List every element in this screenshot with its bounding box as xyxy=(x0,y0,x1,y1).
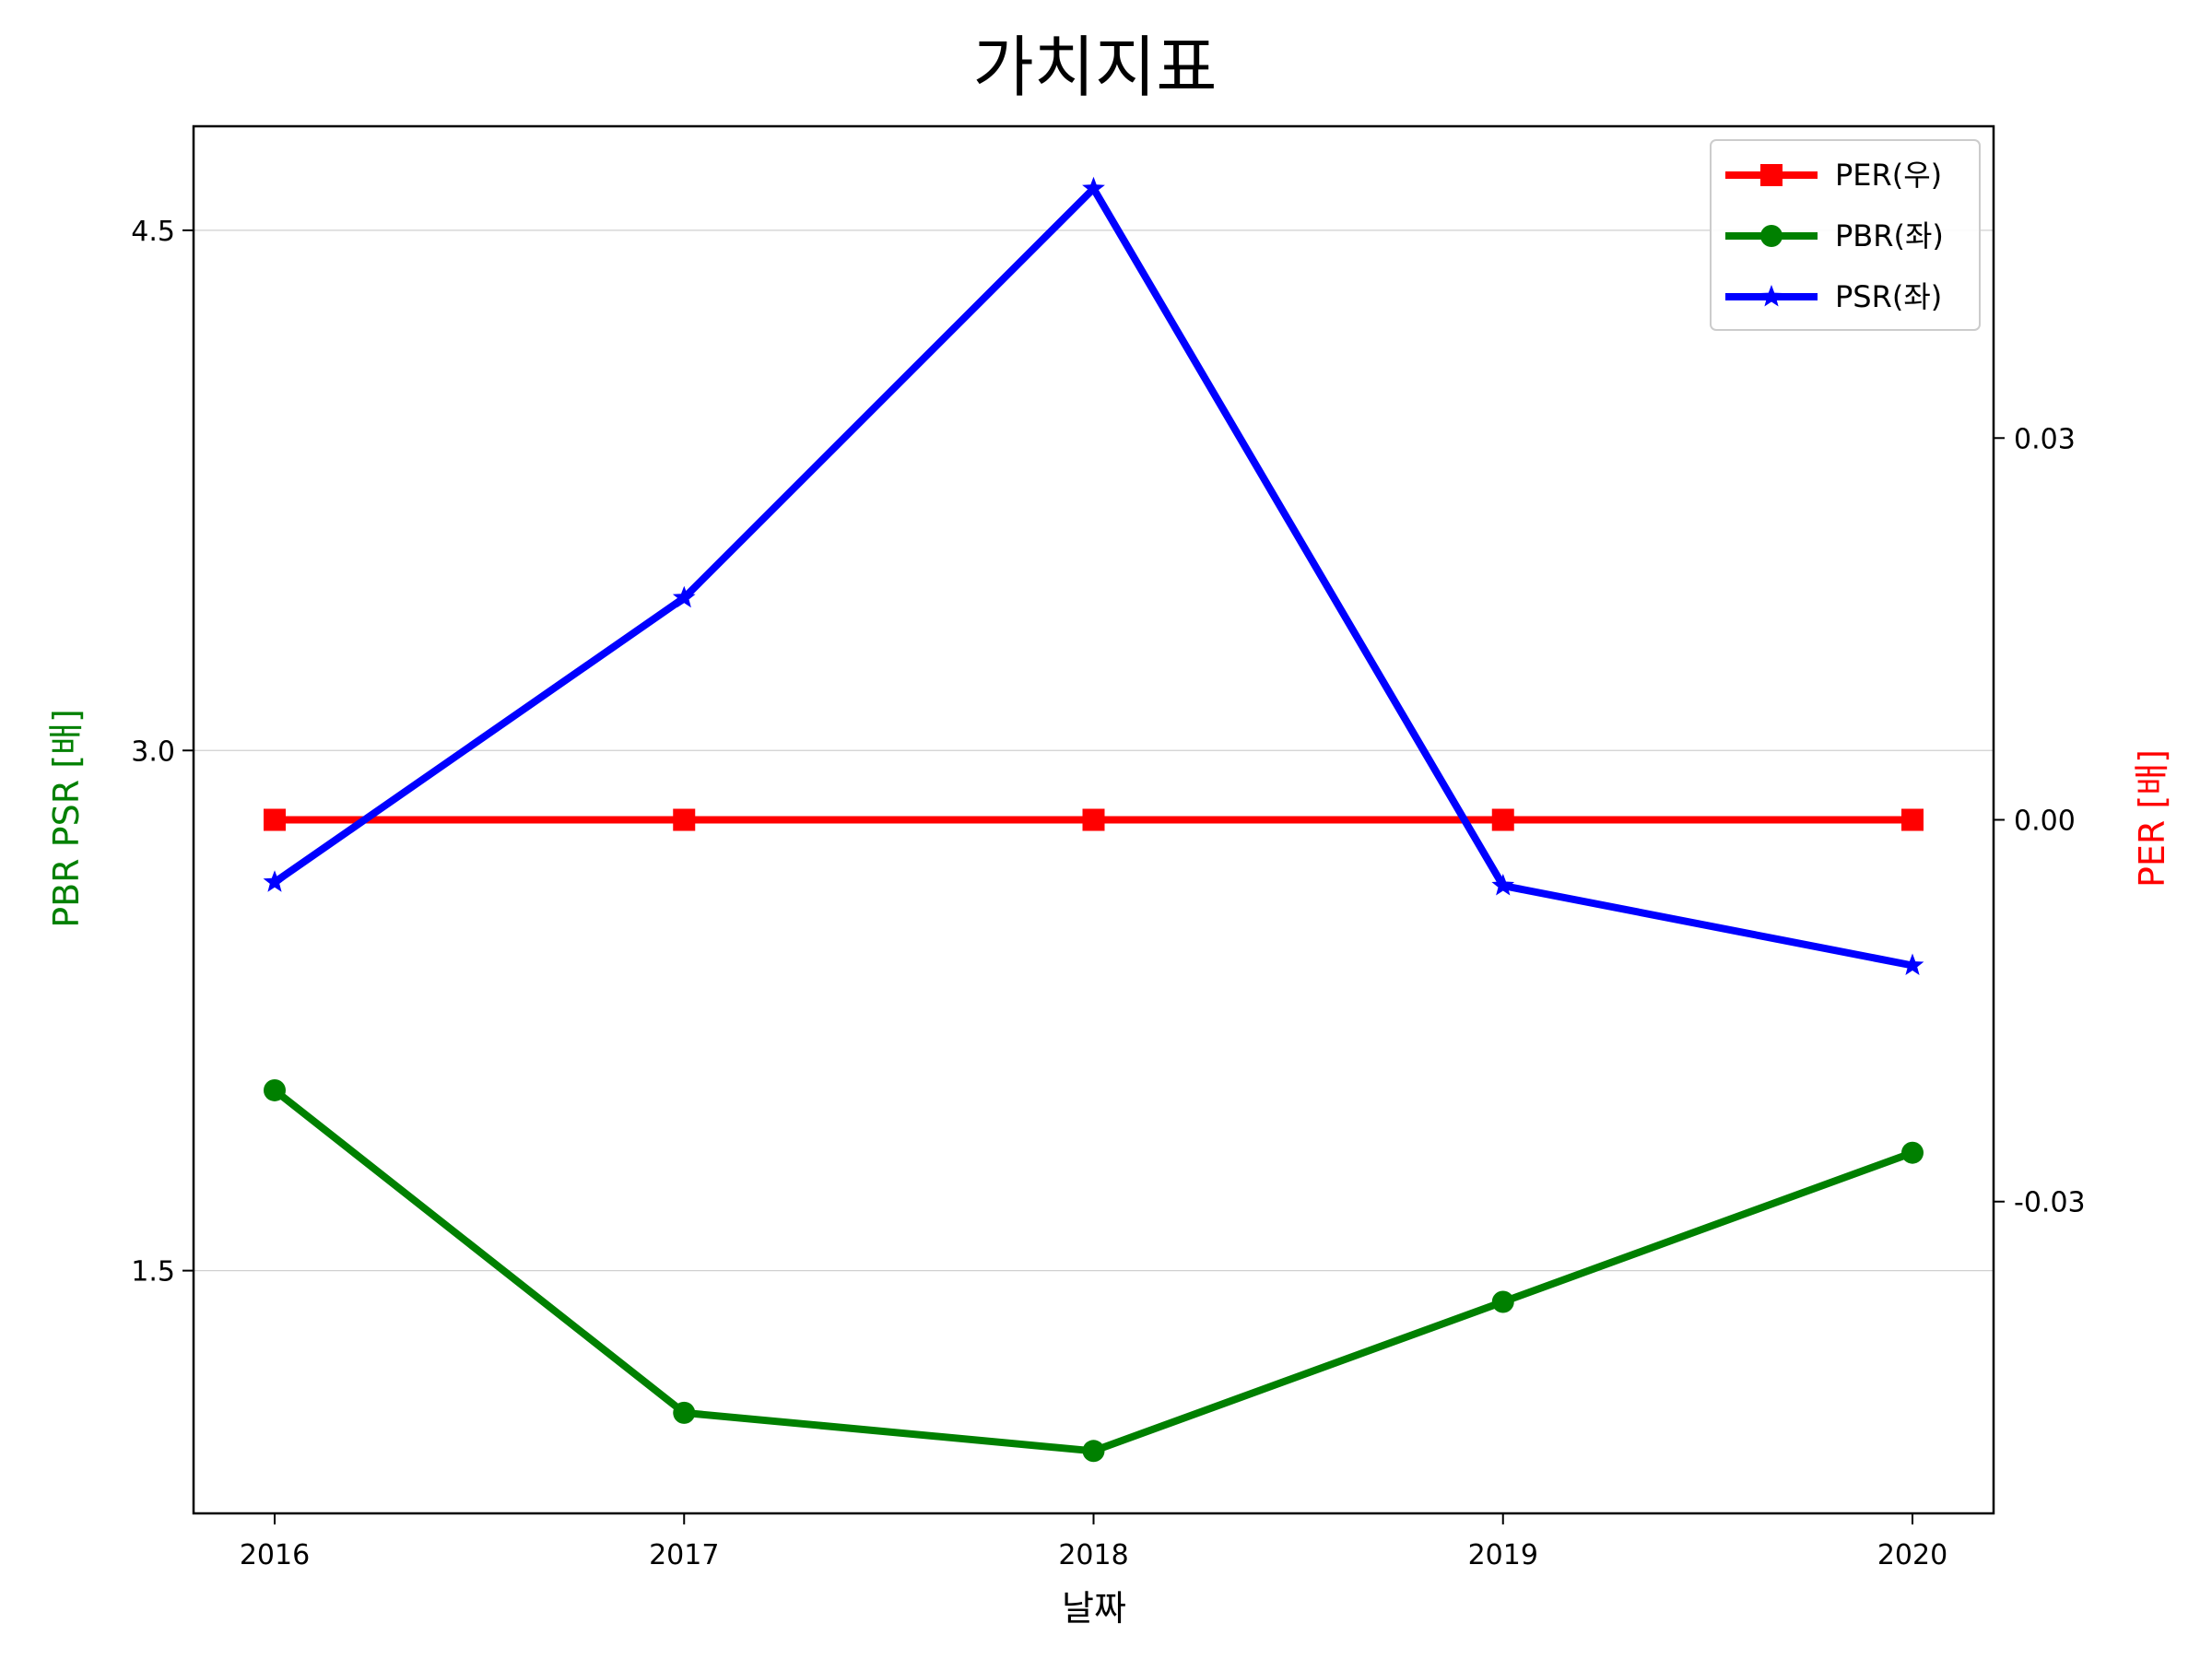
data-point xyxy=(1491,874,1515,896)
plot-series xyxy=(263,176,1924,1463)
data-point xyxy=(263,870,287,892)
data-point xyxy=(1082,1440,1105,1463)
data-point xyxy=(1082,808,1105,831)
x-tick-label: 2018 xyxy=(1058,1539,1128,1571)
legend-item: PBR(좌) xyxy=(1725,218,1944,253)
legend-item: PSR(좌) xyxy=(1725,279,1942,314)
legend-label: PER(우) xyxy=(1835,158,1942,193)
legend: PER(우) PBR(좌) PSR(좌) xyxy=(1710,139,1981,331)
legend-item: PER(우) xyxy=(1725,158,1942,193)
left-y-axis: 1.5 3.0 4.5 xyxy=(131,216,194,1288)
right-y-axis: -0.03 0.00 0.03 xyxy=(1994,423,2086,1219)
data-point xyxy=(264,1078,286,1101)
left-y-tick-label: 3.0 xyxy=(131,735,175,768)
data-point xyxy=(1760,164,1783,186)
x-axis: 2016 2017 2018 2019 2020 xyxy=(240,1513,1947,1571)
data-point xyxy=(1491,808,1514,831)
x-axis-label: 날짜 xyxy=(1062,1588,1126,1629)
data-point xyxy=(1491,1290,1514,1313)
right-y-tick-label: -0.03 xyxy=(2014,1187,2086,1219)
left-y-tick-label: 4.5 xyxy=(131,216,175,248)
data-point xyxy=(1760,225,1783,247)
legend-box xyxy=(1710,139,1981,331)
chart-title: 가치지표 xyxy=(973,29,1218,106)
data-point xyxy=(1759,285,1783,307)
series-square xyxy=(264,808,1924,831)
x-tick-label: 2020 xyxy=(1877,1539,1947,1571)
data-point xyxy=(1082,176,1105,199)
data-point xyxy=(264,808,286,831)
right-y-tick-label: 0.00 xyxy=(2014,806,2076,838)
data-point xyxy=(1900,953,1924,975)
x-tick-label: 2016 xyxy=(240,1539,310,1571)
gridlines xyxy=(194,229,1994,1272)
left-y-axis-label: PBR PSR [배] xyxy=(46,709,87,928)
left-y-tick-label: 1.5 xyxy=(131,1256,175,1288)
data-point xyxy=(1901,1141,1924,1164)
right-y-axis-label: PER [배] xyxy=(2132,749,2172,888)
series-star xyxy=(263,176,1924,975)
series-circle xyxy=(264,1078,1924,1463)
legend-label: PBR(좌) xyxy=(1835,218,1944,253)
data-point xyxy=(673,1401,696,1424)
data-point xyxy=(672,585,696,608)
legend-label: PSR(좌) xyxy=(1835,279,1942,314)
data-point xyxy=(673,808,696,831)
x-tick-label: 2019 xyxy=(1468,1539,1538,1571)
x-tick-label: 2017 xyxy=(649,1539,719,1571)
data-point xyxy=(1901,808,1924,831)
right-y-tick-label: 0.03 xyxy=(2014,423,2076,455)
